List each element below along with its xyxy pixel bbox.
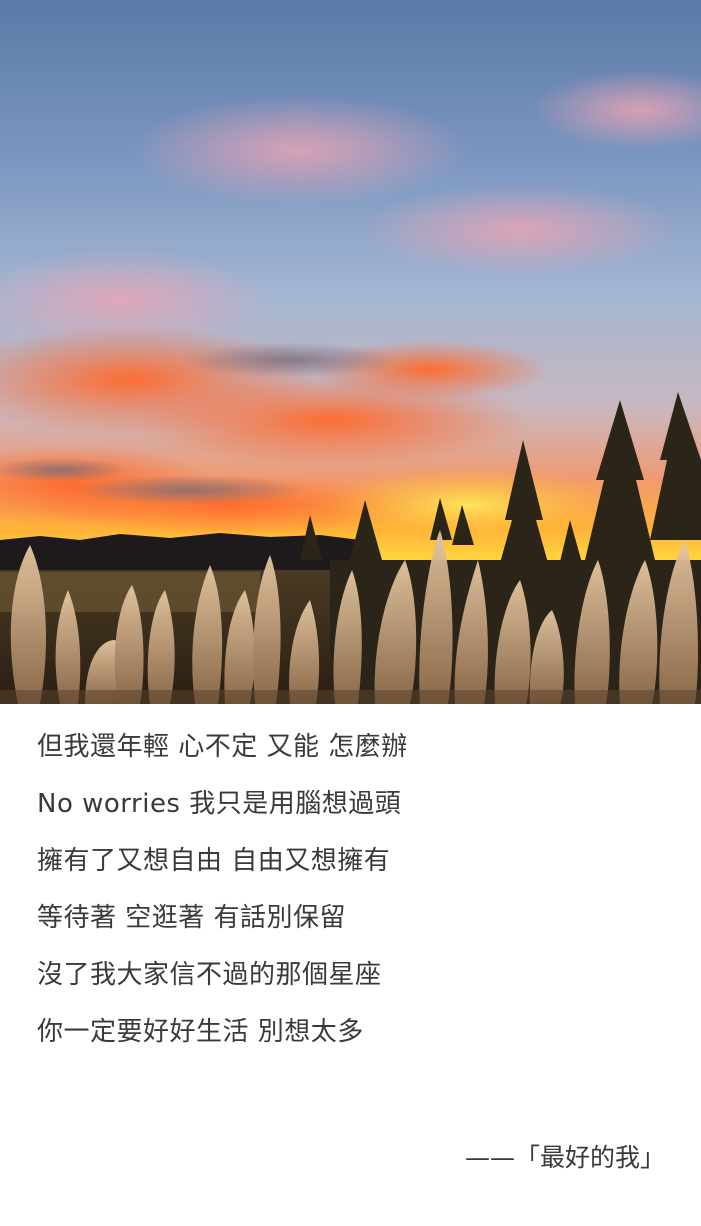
lyric-line: No worries 我只是用腦想過頭 bbox=[37, 789, 402, 819]
sunset-reed-photo bbox=[0, 0, 701, 704]
song-title-attribution: ——「最好的我」 bbox=[464, 1143, 665, 1172]
lyric-line: 你一定要好好生活 別想太多 bbox=[37, 1017, 364, 1047]
lyric-line: 但我還年輕 心不定 又能 怎麼辦 bbox=[37, 732, 408, 762]
lyric-line: 擁有了又想自由 自由又想擁有 bbox=[37, 846, 391, 876]
lyric-line: 沒了我大家信不過的那個星座 bbox=[37, 960, 382, 990]
sunset-landscape-image bbox=[0, 0, 701, 704]
lyrics-block: 但我還年輕 心不定 又能 怎麼辦 No worries 我只是用腦想過頭 擁有了… bbox=[37, 733, 677, 1075]
lyric-line: 等待著 空逛著 有話別保留 bbox=[37, 903, 347, 933]
